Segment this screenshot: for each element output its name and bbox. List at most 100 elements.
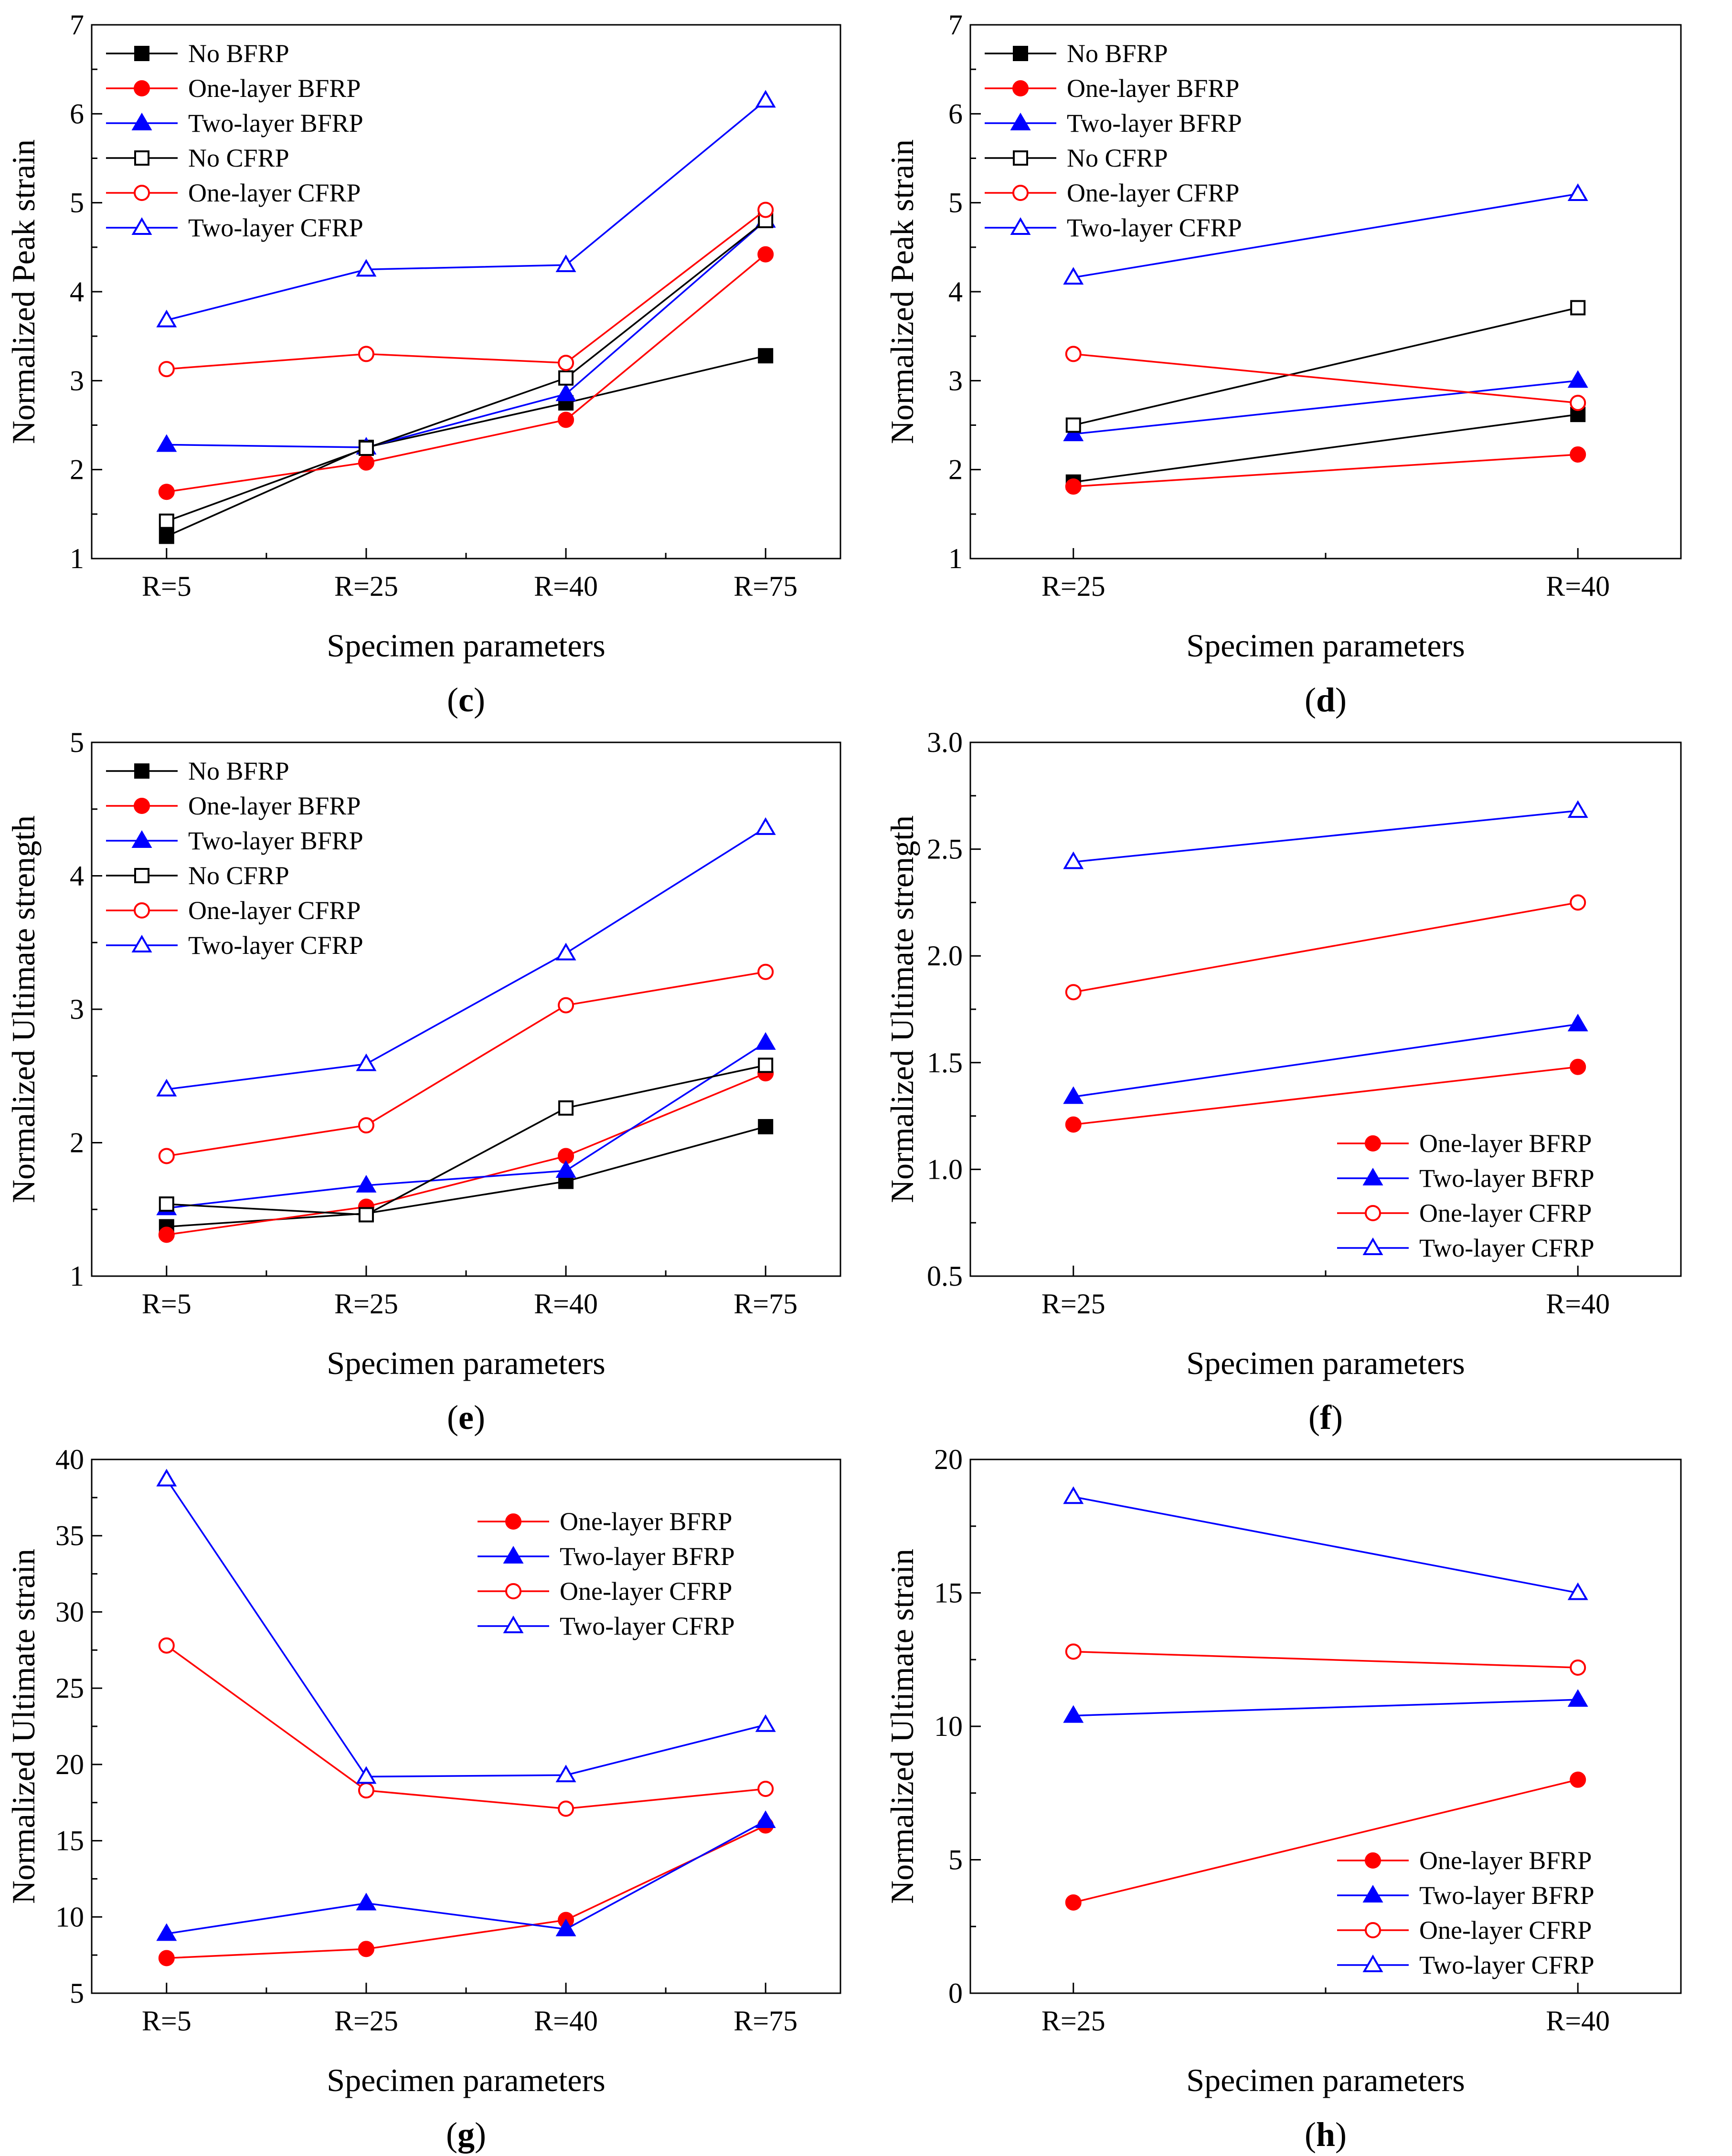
data-point-one-layer-bfrp (558, 412, 574, 428)
series-line-no-cfrp (166, 1064, 766, 1216)
y-axis-title: Normalized Ultimate strength (884, 815, 920, 1203)
x-tick-label: R=75 (733, 2005, 797, 2037)
legend: No BFRP One-layer BFRP Two-layer BFRP No CF… (106, 39, 363, 242)
panel-label: (c) (447, 681, 485, 719)
y-tick-label: 4 (948, 276, 963, 307)
data-point-one-layer-bfrp (1065, 1894, 1082, 1911)
y-tick-label: 1 (70, 543, 84, 574)
series-line-one-layer-bfrp (166, 1072, 766, 1236)
y-tick-label: 25 (55, 1672, 84, 1704)
series-line-one-layer-cfrp (1073, 353, 1578, 404)
legend-entry-no-cfrp: No CFRP (188, 144, 289, 172)
data-point-one-layer-cfrp (1570, 894, 1586, 911)
data-point-one-layer-bfrp (1570, 446, 1586, 463)
x-tick-label: R=40 (534, 2005, 598, 2037)
legend-entry-two-layer-bfrp: Two-layer BFRP (1419, 1881, 1594, 1910)
data-point-two-layer-cfrp (356, 1766, 377, 1784)
chart-panel-e: 1 2 3 4 5 R=5 R=25 R=40 R=75 Specimen parameters N… (5, 727, 841, 1437)
y-axis-title: Normalized Ultimate strain (5, 1549, 42, 1904)
y-tick-label: 30 (55, 1596, 84, 1628)
data-point-two-layer-bfrp (755, 1032, 776, 1050)
x-axis-title: Specimen parameters (327, 1345, 605, 1381)
data-point-one-layer-bfrp (158, 484, 175, 500)
legend: No BFRP One-layer BFRP Two-layer BFRP No CF… (985, 39, 1242, 242)
data-point-two-layer-cfrp (555, 254, 576, 273)
y-tick-label: 3 (948, 365, 963, 396)
data-point-no-cfrp (558, 1100, 574, 1116)
legend-entry-one-layer-cfrp: One-layer CFRP (560, 1577, 732, 1606)
data-point-two-layer-cfrp (1567, 183, 1588, 201)
x-tick-label: R=25 (334, 1288, 398, 1320)
series-line-no-bfrp (166, 355, 766, 538)
y-tick-label: 40 (55, 1444, 84, 1475)
series-line-no-cfrp (1073, 306, 1578, 426)
x-tick-label: R=75 (733, 1288, 797, 1320)
legend-entry-two-layer-bfrp: Two-layer BFRP (1067, 109, 1242, 137)
series-line-no-cfrp (166, 220, 766, 522)
legend-entry-two-layer-cfrp: Two-layer CFRP (560, 1612, 735, 1640)
legend-marker-no-cfrp (134, 868, 149, 883)
chart-panel-c: 1 2 3 4 5 6 7 R=5 R=25 R=40 R=75 Specimen parameter… (5, 9, 841, 719)
x-tick-label: R=25 (1041, 1288, 1105, 1320)
x-tick-label: R=25 (1041, 571, 1105, 602)
y-tick-label: 2.5 (927, 834, 963, 865)
x-tick-label: R=5 (142, 1288, 191, 1320)
series-line-two-layer-bfrp (166, 220, 766, 448)
legend-marker-one-layer-cfrp (1365, 1205, 1381, 1221)
legend: One-layer BFRP Two-layer BFRP One-layer CF… (1337, 1846, 1594, 1979)
y-tick-label: 5 (70, 187, 84, 219)
x-axis-title: Specimen parameters (1186, 1345, 1465, 1381)
legend-entry-one-layer-cfrp: One-layer CFRP (1067, 179, 1239, 207)
legend-marker-no-bfrp (1013, 46, 1028, 61)
data-point-one-layer-cfrp (558, 1800, 574, 1817)
x-axis-title: Specimen parameters (327, 627, 605, 664)
legend-marker-two-layer-cfrp (131, 217, 152, 235)
legend-entry-one-layer-bfrp: One-layer BFRP (188, 792, 361, 820)
legend-entry-one-layer-bfrp: One-layer BFRP (188, 74, 361, 103)
y-tick-label: 20 (55, 1749, 84, 1780)
data-point-two-layer-cfrp (156, 1078, 177, 1097)
series-line-one-layer-bfrp (166, 1825, 766, 1959)
y-tick-label: 2.0 (927, 940, 963, 972)
legend-entry-two-layer-cfrp: Two-layer CFRP (1067, 213, 1242, 242)
series-line-two-layer-cfrp (1073, 193, 1578, 278)
legend-marker-one-layer-cfrp (134, 185, 150, 201)
data-point-one-layer-cfrp (1065, 1643, 1082, 1660)
data-point-two-layer-bfrp (755, 1810, 776, 1828)
data-point-two-layer-cfrp (755, 1714, 776, 1732)
legend-marker-two-layer-bfrp (1010, 113, 1031, 130)
series-line-two-layer-cfrp (1073, 1496, 1578, 1594)
y-tick-label: 4 (70, 860, 84, 892)
legend-marker-two-layer-bfrp (503, 1546, 524, 1564)
chart-panel-f: 0.5 1.0 1.5 2.0 2.5 3.0 R=25 R=40 Specimen param… (884, 727, 1682, 1437)
data-point-one-layer-cfrp (358, 346, 374, 362)
data-point-one-layer-cfrp (1570, 394, 1586, 411)
data-point-one-layer-cfrp (358, 1117, 374, 1134)
data-point-one-layer-cfrp (158, 1148, 175, 1164)
data-point-two-layer-cfrp (1063, 1486, 1084, 1504)
data-point-one-layer-bfrp (1065, 1116, 1082, 1133)
panel-label: (h) (1305, 2115, 1347, 2154)
legend-entry-two-layer-cfrp: Two-layer CFRP (188, 931, 363, 960)
data-point-one-layer-cfrp (757, 201, 774, 218)
legend-marker-one-layer-bfrp (505, 1513, 521, 1530)
y-tick-label: 3 (70, 365, 84, 396)
data-point-one-layer-cfrp (757, 963, 774, 980)
y-tick-label: 0.5 (927, 1260, 963, 1292)
legend-marker-two-layer-bfrp (1362, 1168, 1383, 1185)
data-point-one-layer-bfrp (1570, 1771, 1586, 1788)
legend-marker-one-layer-bfrp (1365, 1135, 1381, 1152)
legend: One-layer BFRP Two-layer BFRP One-layer CF… (1337, 1129, 1594, 1262)
data-point-no-cfrp (1570, 300, 1586, 316)
legend-marker-one-layer-bfrp (134, 80, 150, 96)
data-point-one-layer-bfrp (757, 246, 774, 263)
data-point-two-layer-bfrp (555, 1918, 576, 1936)
y-tick-label: 3 (70, 993, 84, 1025)
data-point-one-layer-cfrp (558, 355, 574, 371)
y-tick-label: 6 (70, 98, 84, 129)
legend-entry-two-layer-cfrp: Two-layer CFRP (1419, 1951, 1594, 1979)
legend-entry-two-layer-cfrp: Two-layer CFRP (1419, 1234, 1594, 1262)
legend-marker-two-layer-cfrp (503, 1616, 524, 1633)
data-point-two-layer-cfrp (755, 817, 776, 835)
y-axis-title: Normalized Ultimate strength (5, 815, 42, 1203)
